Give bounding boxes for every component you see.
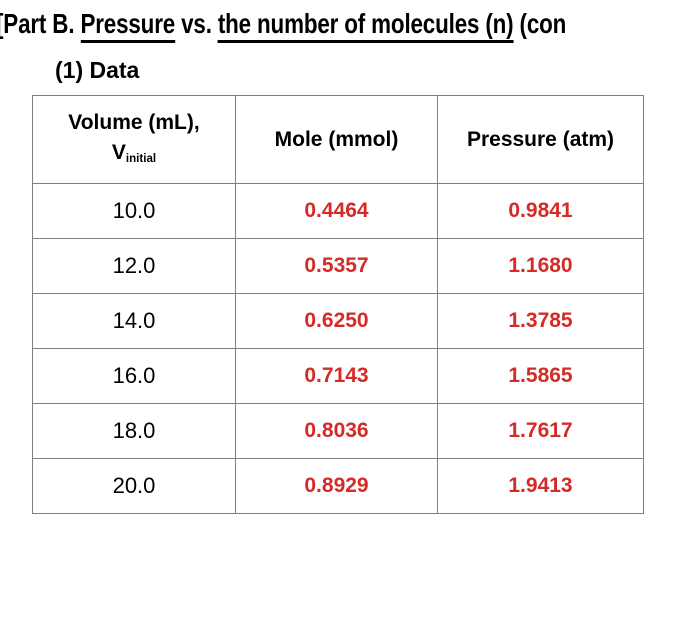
mole-cell: 0.8929 [235,458,438,514]
mole-cell: 0.6250 [235,293,438,349]
column-header-volume: Volume (mL), Vinitial [32,95,236,184]
volume-header-line2: Vinitial [33,138,235,171]
column-header-pressure: Pressure (atm) [437,95,644,184]
table-row: 18.0 0.8036 1.7617 [32,403,644,459]
pressure-cell: 1.5865 [437,348,644,404]
table-row: 16.0 0.7143 1.5865 [32,348,644,404]
volume-cell: 10.0 [32,183,236,239]
table-row: 10.0 0.4464 0.9841 [32,183,644,239]
pressure-cell: 0.9841 [437,183,644,239]
section-label-data: (1) Data [55,57,140,83]
title-part-1: [Part B. [0,8,81,39]
mole-cell: 0.7143 [235,348,438,404]
title-part-3: (con [513,8,567,39]
volume-cell: 12.0 [32,238,236,294]
mole-cell: 0.8036 [235,403,438,459]
pressure-cell: 1.7617 [437,403,644,459]
table-header-row: Volume (mL), Vinitial Mole (mmol) Pressu… [32,95,644,184]
table-row: 14.0 0.6250 1.3785 [32,293,644,349]
table-row: 20.0 0.8929 1.9413 [32,458,644,514]
title-underlined-pressure: Pressure [80,8,175,43]
volume-cell: 18.0 [32,403,236,459]
data-table: Volume (mL), Vinitial Mole (mmol) Pressu… [32,95,644,514]
volume-subscript: initial [125,152,157,165]
volume-symbol: V [111,141,126,164]
volume-cell: 14.0 [32,293,236,349]
pressure-cell: 1.3785 [437,293,644,349]
volume-cell: 16.0 [32,348,236,404]
mole-cell: 0.5357 [235,238,438,294]
document-title: [Part B. Pressure vs. the number of mole… [0,6,567,43]
volume-cell: 20.0 [32,458,236,514]
pressure-cell: 1.1680 [437,238,644,294]
mole-cell: 0.4464 [235,183,438,239]
title-underlined-molecules: the number of molecules (n) [217,8,514,43]
column-header-mole: Mole (mmol) [235,95,438,184]
pressure-cell: 1.9413 [437,458,644,514]
volume-header-line1: Volume (mL), [68,111,200,134]
table-row: 12.0 0.5357 1.1680 [32,238,644,294]
title-part-2: vs. [175,8,218,39]
